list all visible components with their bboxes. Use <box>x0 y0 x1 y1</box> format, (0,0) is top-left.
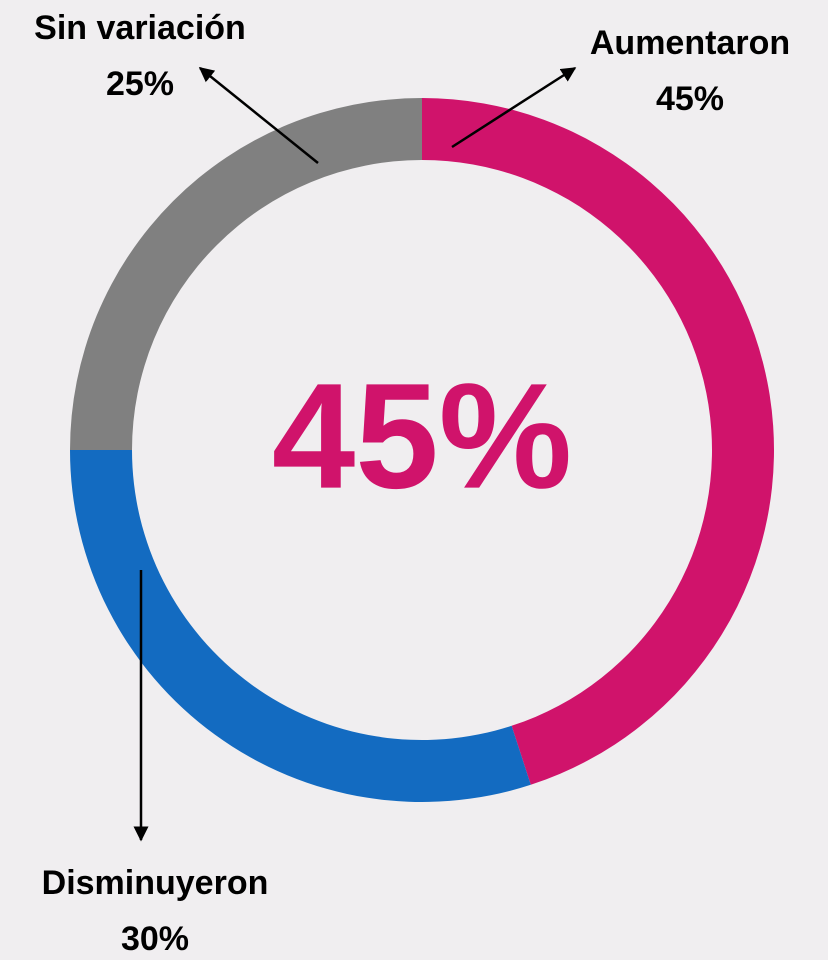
slice-value-label: 30% <box>121 920 189 958</box>
slice-value-label: 25% <box>106 65 174 103</box>
center-label: 45% <box>272 352 572 520</box>
slice-value-label: 45% <box>656 80 724 118</box>
leader-arrow <box>451 66 577 149</box>
slice-label: Sin variación <box>34 9 246 47</box>
donut-slice <box>70 450 531 803</box>
donut <box>70 98 775 803</box>
donut-slice <box>422 98 775 785</box>
leader-arrow <box>198 67 319 164</box>
slice-label: Aumentaron <box>590 24 790 62</box>
slice-label: Disminuyeron <box>42 864 269 902</box>
donut-slice <box>70 98 422 450</box>
